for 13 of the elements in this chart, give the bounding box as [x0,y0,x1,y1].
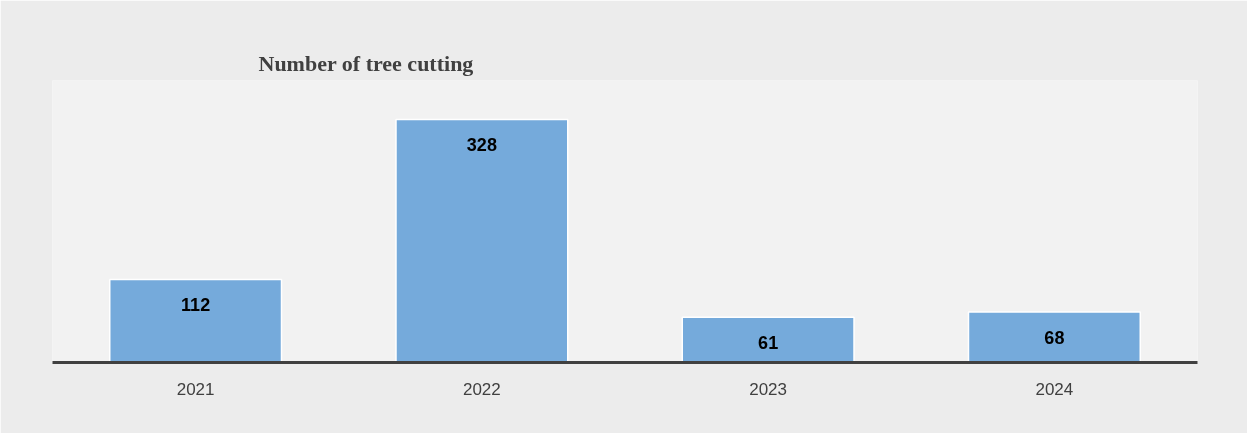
bar [967,311,1141,363]
data-label: 61 [758,332,779,353]
data-label: 112 [181,294,211,315]
bar [395,118,569,363]
bar [681,316,855,363]
data-label: 68 [1044,327,1065,348]
x-tick-label: 2022 [462,379,501,399]
chart-title: Number of tree cutting [258,50,474,76]
x-tick-label: 2024 [1035,379,1074,399]
x-tick-label: 2021 [176,379,215,399]
bar [109,278,283,363]
x-tick-label: 2023 [749,379,788,399]
data-label: 328 [466,134,497,155]
